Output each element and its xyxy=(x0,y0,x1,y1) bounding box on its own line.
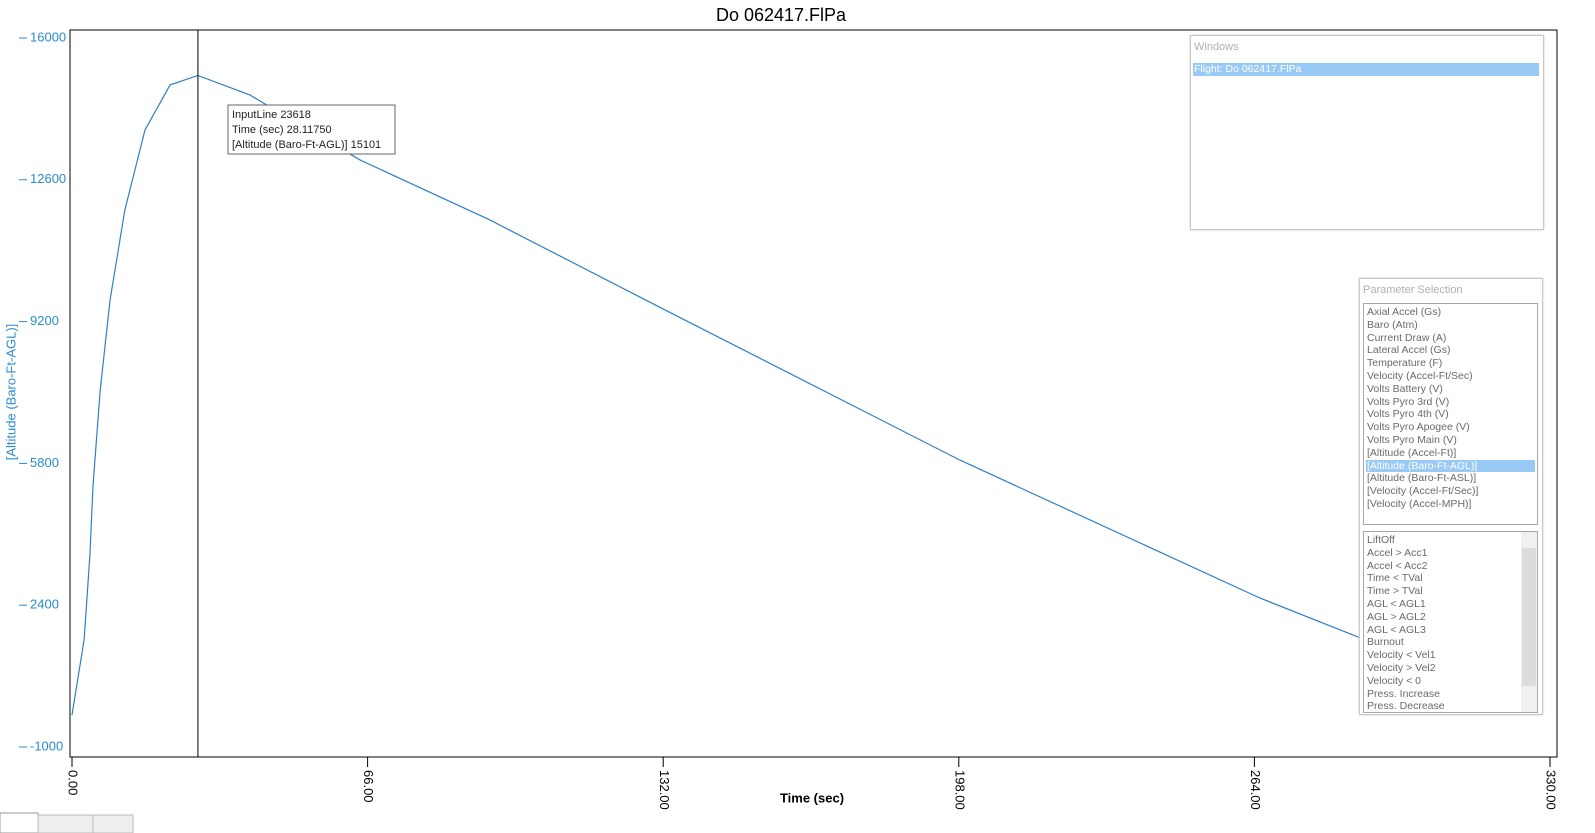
data-line xyxy=(71,74,1530,716)
list-item[interactable]: Volts Pyro 3rd (V) xyxy=(1367,395,1450,408)
x-tick-label: 132.00 xyxy=(657,770,672,810)
chart-title: Do 062417.FlPa xyxy=(716,5,847,25)
list-item[interactable]: Time < TVal xyxy=(1367,572,1423,585)
list-item[interactable]: Lateral Accel (Gs) xyxy=(1367,344,1451,357)
tab[interactable] xyxy=(37,814,94,833)
scrollbar-thumb xyxy=(1522,548,1536,686)
list-item[interactable]: AGL < AGL3 xyxy=(1367,623,1426,636)
y-tick-label: 5800 xyxy=(30,455,59,470)
list-item[interactable]: Press. Increase xyxy=(1367,687,1440,700)
list-item[interactable]: Volts Pyro Apogee (V) xyxy=(1367,421,1470,434)
tooltip: InputLine 23618 Time (sec) 28.11750 [Altit… xyxy=(227,104,396,155)
list-item[interactable]: AGL > AGL2 xyxy=(1367,610,1426,623)
list-item[interactable]: [Velocity (Accel-MPH)] xyxy=(1367,498,1472,510)
list-item[interactable]: LiftOff xyxy=(1367,534,1395,546)
list-item[interactable]: Velocity < 0 xyxy=(1367,674,1421,687)
tooltip-line: InputLine 23618 xyxy=(232,109,311,121)
tooltip-line: Time (sec) 28.11750 xyxy=(232,124,332,136)
list-box: LiftOff Accel > Acc1 Accel < Acc2 Time < TV… xyxy=(1363,531,1538,713)
list-item[interactable]: Temperature (F) xyxy=(1367,357,1443,370)
list-item[interactable]: Burnout xyxy=(1367,636,1404,649)
list-box: Axial Accel (Gs) Baro (Atm) Current Draw (… xyxy=(1363,303,1538,525)
list-item[interactable]: [Velocity (Accel-Ft/Sec)] xyxy=(1367,485,1479,498)
x-tick-label: 330.00 xyxy=(1544,770,1559,810)
panel-title: Parameter Selection xyxy=(1363,284,1463,296)
parameter-panel: Parameter Selection Axial Accel (Gs) Baro … xyxy=(1359,278,1543,715)
x-tick-label: 198.00 xyxy=(952,770,967,810)
tooltip-line: [Altitude (Baro-Ft-AGL)] 15101 xyxy=(232,139,381,151)
y-tick-label: 12600 xyxy=(30,171,66,186)
list-item[interactable]: Time > TVal xyxy=(1367,585,1423,598)
list-item[interactable]: Velocity > Vel2 xyxy=(1367,662,1436,674)
list-item[interactable]: [Altitude (Accel-Ft)] xyxy=(1367,446,1457,459)
y-tick-label: 16000 xyxy=(30,29,66,44)
windows-panel: Windows Flight: Do 062417.FlPa xyxy=(1190,35,1544,230)
y-tick-label: 2400 xyxy=(30,597,59,612)
plot-frame xyxy=(69,29,1558,758)
x-tick-label: 66.00 xyxy=(361,770,376,803)
list-item[interactable]: Accel < Acc2 xyxy=(1367,559,1428,572)
list-item[interactable]: Accel > Acc1 xyxy=(1367,546,1428,559)
list-item[interactable]: Velocity < Vel1 xyxy=(1367,649,1436,662)
list-item[interactable]: Volts Battery (V) xyxy=(1367,382,1443,395)
y-tick-label: 9200 xyxy=(30,313,59,328)
list-item[interactable]: [Altitude (Baro-Ft-AGL)] xyxy=(1366,459,1535,473)
list-item[interactable]: Baro (Atm) xyxy=(1367,318,1418,331)
y-tick-label: -1000 xyxy=(30,738,63,753)
list-box: Flight: Do 062417.FlPa xyxy=(1191,60,1541,227)
tooltip-box xyxy=(227,104,396,155)
list-item[interactable]: Axial Accel (Gs) xyxy=(1367,306,1442,318)
y-axis-label: [Altitude (Baro-Ft-AGL)] xyxy=(3,324,18,461)
list-item[interactable]: Press. Decrease xyxy=(1367,700,1445,713)
list-item[interactable]: Volts Pyro Main (V) xyxy=(1367,434,1457,446)
list-item[interactable]: AGL < AGL1 xyxy=(1367,598,1426,610)
list-item[interactable]: [Altitude (Baro-Ft-ASL)] xyxy=(1367,472,1477,485)
tab[interactable] xyxy=(0,812,39,833)
scrollbar xyxy=(1521,532,1537,712)
list-item[interactable]: Volts Pyro 4th (V) xyxy=(1367,408,1449,421)
tab[interactable] xyxy=(92,814,134,833)
panel-title: Windows xyxy=(1194,41,1239,53)
list-item[interactable]: Current Draw (A) xyxy=(1367,331,1447,344)
x-tick-label: 0.00 xyxy=(66,770,81,795)
list-item[interactable]: Flight: Do 062417.FlPa xyxy=(1193,63,1539,76)
list-item[interactable]: Velocity (Accel-Ft/Sec) xyxy=(1367,370,1473,382)
x-tick-label: 264.00 xyxy=(1248,770,1263,810)
x-axis-label: Time (sec) xyxy=(780,790,844,805)
